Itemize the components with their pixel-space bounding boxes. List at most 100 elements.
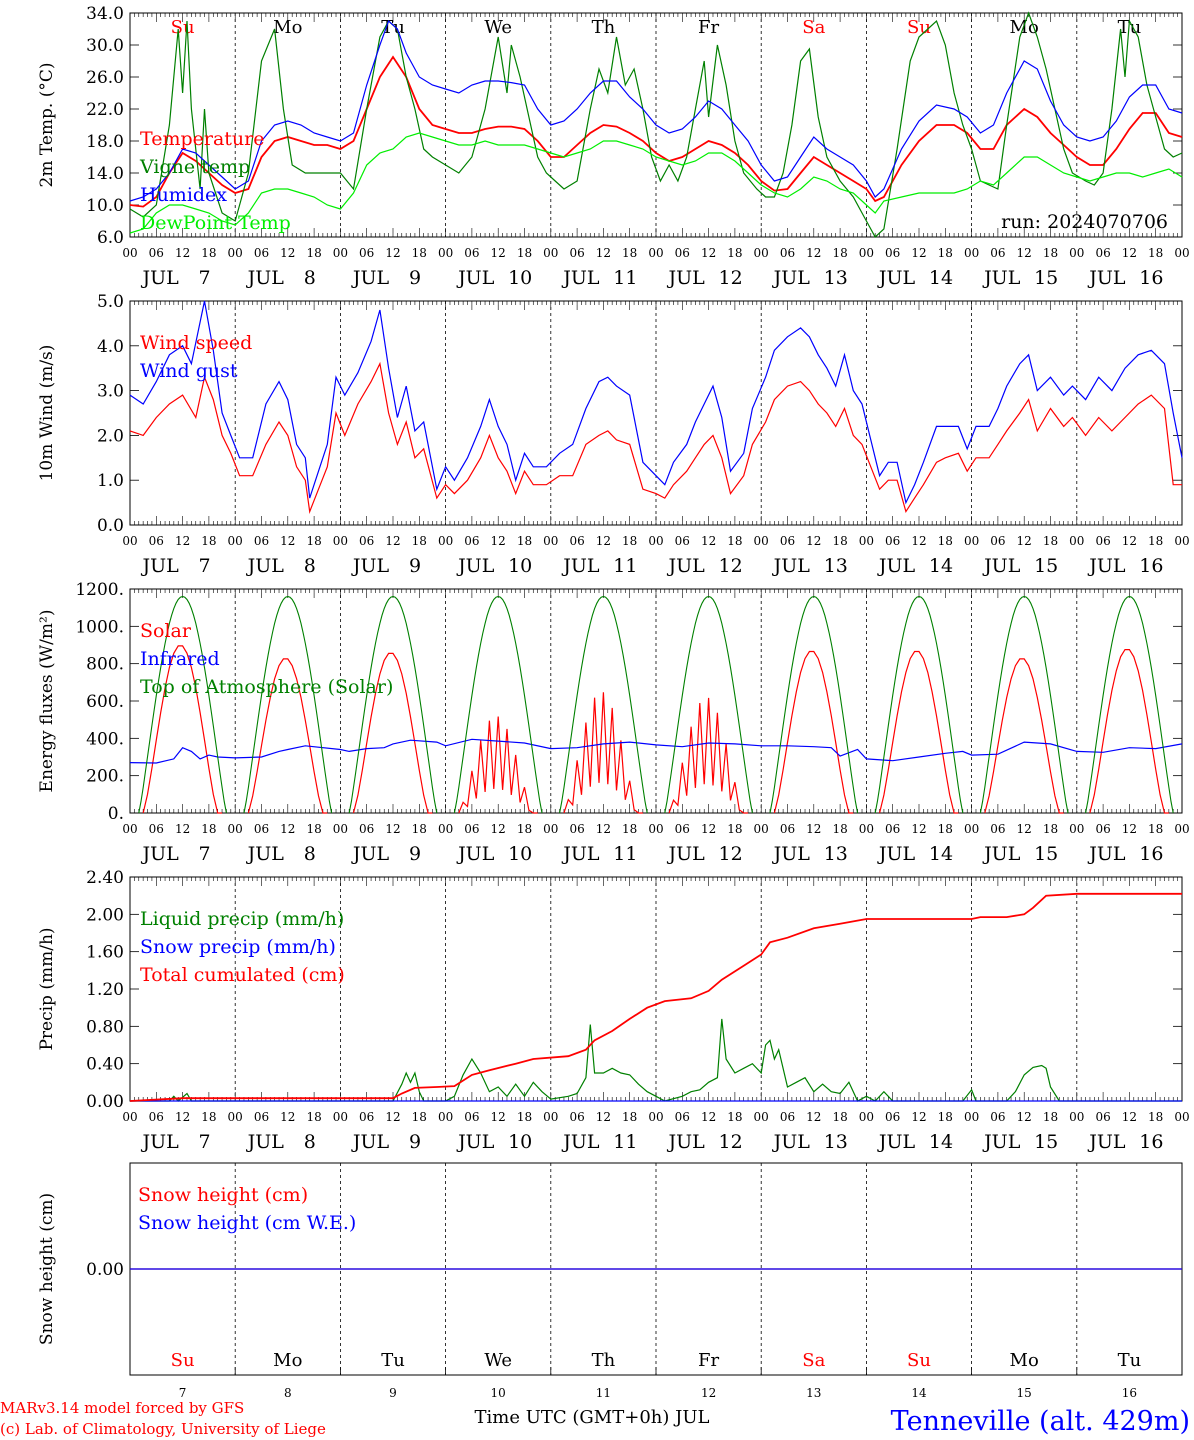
series-top-of-atmosphere-solar: [453, 595, 543, 814]
hour-tick-label: 12: [280, 822, 295, 836]
legend-liquid-precip-mm-h: Liquid precip (mm/h): [140, 908, 344, 930]
hour-tick-label: 06: [149, 534, 164, 548]
weekday-label: Mo: [1010, 1350, 1039, 1371]
hour-tick-label: 06: [1095, 822, 1110, 836]
hour-tick-label: 12: [1017, 1110, 1032, 1124]
month-label: JUL: [456, 843, 495, 865]
date-label: 10: [508, 843, 532, 865]
date-label: 11: [613, 267, 637, 289]
date-label: 16: [1139, 1131, 1163, 1153]
date-label: 11: [613, 1131, 637, 1153]
hour-tick-label: 06: [254, 822, 269, 836]
hour-tick-label: 12: [175, 822, 190, 836]
weekday-label: We: [484, 17, 512, 38]
hour-tick-label: 06: [780, 822, 795, 836]
hour-tick-label: 06: [885, 246, 900, 260]
month-label: JUL: [1087, 843, 1126, 865]
month-label: JUL: [877, 555, 916, 577]
series-wind-gust: [129, 300, 1183, 505]
y-tick-label: 18.0: [86, 132, 124, 152]
hour-tick-label: 18: [517, 1110, 532, 1124]
hour-tick-label: 12: [175, 534, 190, 548]
series-humidex: [129, 19, 1183, 202]
hour-tick-label: 06: [675, 246, 690, 260]
hour-tick-label: 12: [911, 246, 926, 260]
hour-tick-label: 00: [1174, 246, 1189, 260]
date-label: 15: [1017, 1386, 1032, 1400]
hour-tick-label: 06: [569, 534, 584, 548]
month-label: JUL: [246, 1131, 285, 1153]
series-top-of-atmosphere-solar: [874, 595, 964, 814]
hour-tick-label: 18: [1148, 1110, 1163, 1124]
y-tick-label: 34.0: [86, 4, 124, 24]
series-top-of-atmosphere-solar: [979, 595, 1069, 814]
hour-tick-label: 00: [333, 822, 348, 836]
date-label: 12: [719, 1131, 743, 1153]
hour-tick-label: 12: [491, 246, 506, 260]
hour-tick-label: 18: [517, 246, 532, 260]
y-tick-label: 26.0: [86, 68, 124, 88]
series-top-of-atmosphere-solar: [559, 595, 648, 814]
hour-tick-label: 12: [806, 1110, 821, 1124]
hour-tick-label: 18: [201, 534, 216, 548]
month-label: JUL: [772, 555, 811, 577]
series-vigne-temp: [129, 11, 1183, 238]
hour-tick-label: 18: [517, 534, 532, 548]
hour-tick-label: 00: [438, 246, 453, 260]
weekday-label: Mo: [273, 1350, 302, 1371]
weekday-label: Fr: [698, 1350, 719, 1371]
hour-tick-label: 06: [1095, 534, 1110, 548]
y-tick-label: 1.20: [86, 980, 124, 1000]
hour-tick-label: 12: [385, 246, 400, 260]
series-dewpoint-temp: [129, 132, 1183, 234]
weekday-label: Sa: [802, 1350, 825, 1371]
date-label: 8: [304, 555, 316, 577]
hour-tick-label: 00: [228, 534, 243, 548]
series-top-of-atmosphere-solar: [664, 595, 753, 814]
y-tick-label: 10.0: [86, 196, 124, 216]
date-label: 14: [929, 1131, 953, 1153]
hour-tick-label: 18: [1148, 534, 1163, 548]
hour-tick-label: 12: [280, 1110, 295, 1124]
date-label: 14: [929, 267, 953, 289]
hour-tick-label: 12: [911, 534, 926, 548]
legend-dewpoint-temp: DewPoint Temp: [140, 212, 291, 234]
month-label: JUL: [982, 267, 1021, 289]
hour-tick-label: 12: [280, 246, 295, 260]
hour-tick-label: 12: [1122, 534, 1137, 548]
hour-tick-label: 12: [806, 534, 821, 548]
date-label: 11: [613, 555, 637, 577]
hour-tick-label: 12: [1122, 822, 1137, 836]
hour-tick-label: 12: [175, 1110, 190, 1124]
y-tick-label: 5.0: [97, 292, 124, 312]
hour-tick-label: 00: [543, 534, 558, 548]
date-label: 7: [199, 1131, 211, 1153]
hour-tick-label: 18: [727, 822, 742, 836]
hour-tick-label: 06: [780, 1110, 795, 1124]
hour-tick-label: 06: [359, 1110, 374, 1124]
y-tick-label: 0.80: [86, 1017, 124, 1037]
hour-tick-label: 12: [911, 1110, 926, 1124]
month-label: JUL: [140, 1131, 179, 1153]
hour-tick-label: 06: [149, 246, 164, 260]
date-label: 10: [508, 555, 532, 577]
y-tick-label: 22.0: [86, 100, 124, 120]
month-label: JUL: [877, 267, 916, 289]
hour-tick-label: 00: [648, 1110, 663, 1124]
hour-tick-label: 00: [1174, 822, 1189, 836]
hour-tick-label: 00: [859, 246, 874, 260]
date-label: 14: [911, 1386, 927, 1400]
hour-tick-label: 18: [938, 246, 953, 260]
hour-tick-label: 00: [438, 534, 453, 548]
hour-tick-label: 06: [149, 1110, 164, 1124]
hour-tick-label: 12: [806, 246, 821, 260]
hour-tick-label: 00: [648, 534, 663, 548]
weekday-label: Sa: [802, 17, 825, 38]
month-label: JUL: [246, 267, 285, 289]
y-tick-label: 4.0: [97, 337, 124, 357]
date-label: 10: [508, 1131, 532, 1153]
hour-tick-label: 18: [832, 1110, 847, 1124]
legend-wind-gust: Wind gust: [140, 360, 238, 382]
